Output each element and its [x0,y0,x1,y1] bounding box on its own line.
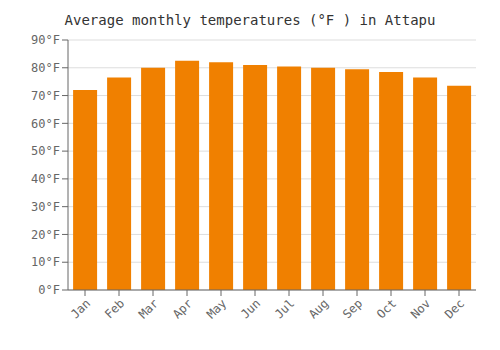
svg-text:70°F: 70°F [31,89,60,103]
svg-text:Sep: Sep [340,296,365,321]
svg-text:Dec: Dec [442,296,467,321]
svg-text:Apr: Apr [170,296,195,321]
svg-text:Feb: Feb [102,296,127,321]
svg-text:10°F: 10°F [31,255,60,269]
svg-text:Aug: Aug [306,296,331,321]
svg-text:Jun: Jun [238,296,263,321]
svg-text:90°F: 90°F [31,33,60,47]
svg-text:Oct: Oct [374,296,399,321]
svg-text:40°F: 40°F [31,172,60,186]
svg-text:Mar: Mar [136,296,161,321]
svg-text:Jan: Jan [68,296,93,321]
html-text:Average monthly temperatures (: Average monthly temperatures (°F ) in At… [64,12,436,28]
svg-text:20°F: 20°F [31,228,60,242]
svg-text:60°F: 60°F [31,117,60,131]
svg-text:Nov: Nov [408,296,433,321]
svg-text:50°F: 50°F [31,144,60,158]
svg-text:Jul: Jul [272,296,297,321]
svg-text:30°F: 30°F [31,200,60,214]
svg-text:0°F: 0°F [38,283,60,297]
svg-text:80°F: 80°F [31,61,60,75]
svg-text:May: May [204,296,229,321]
